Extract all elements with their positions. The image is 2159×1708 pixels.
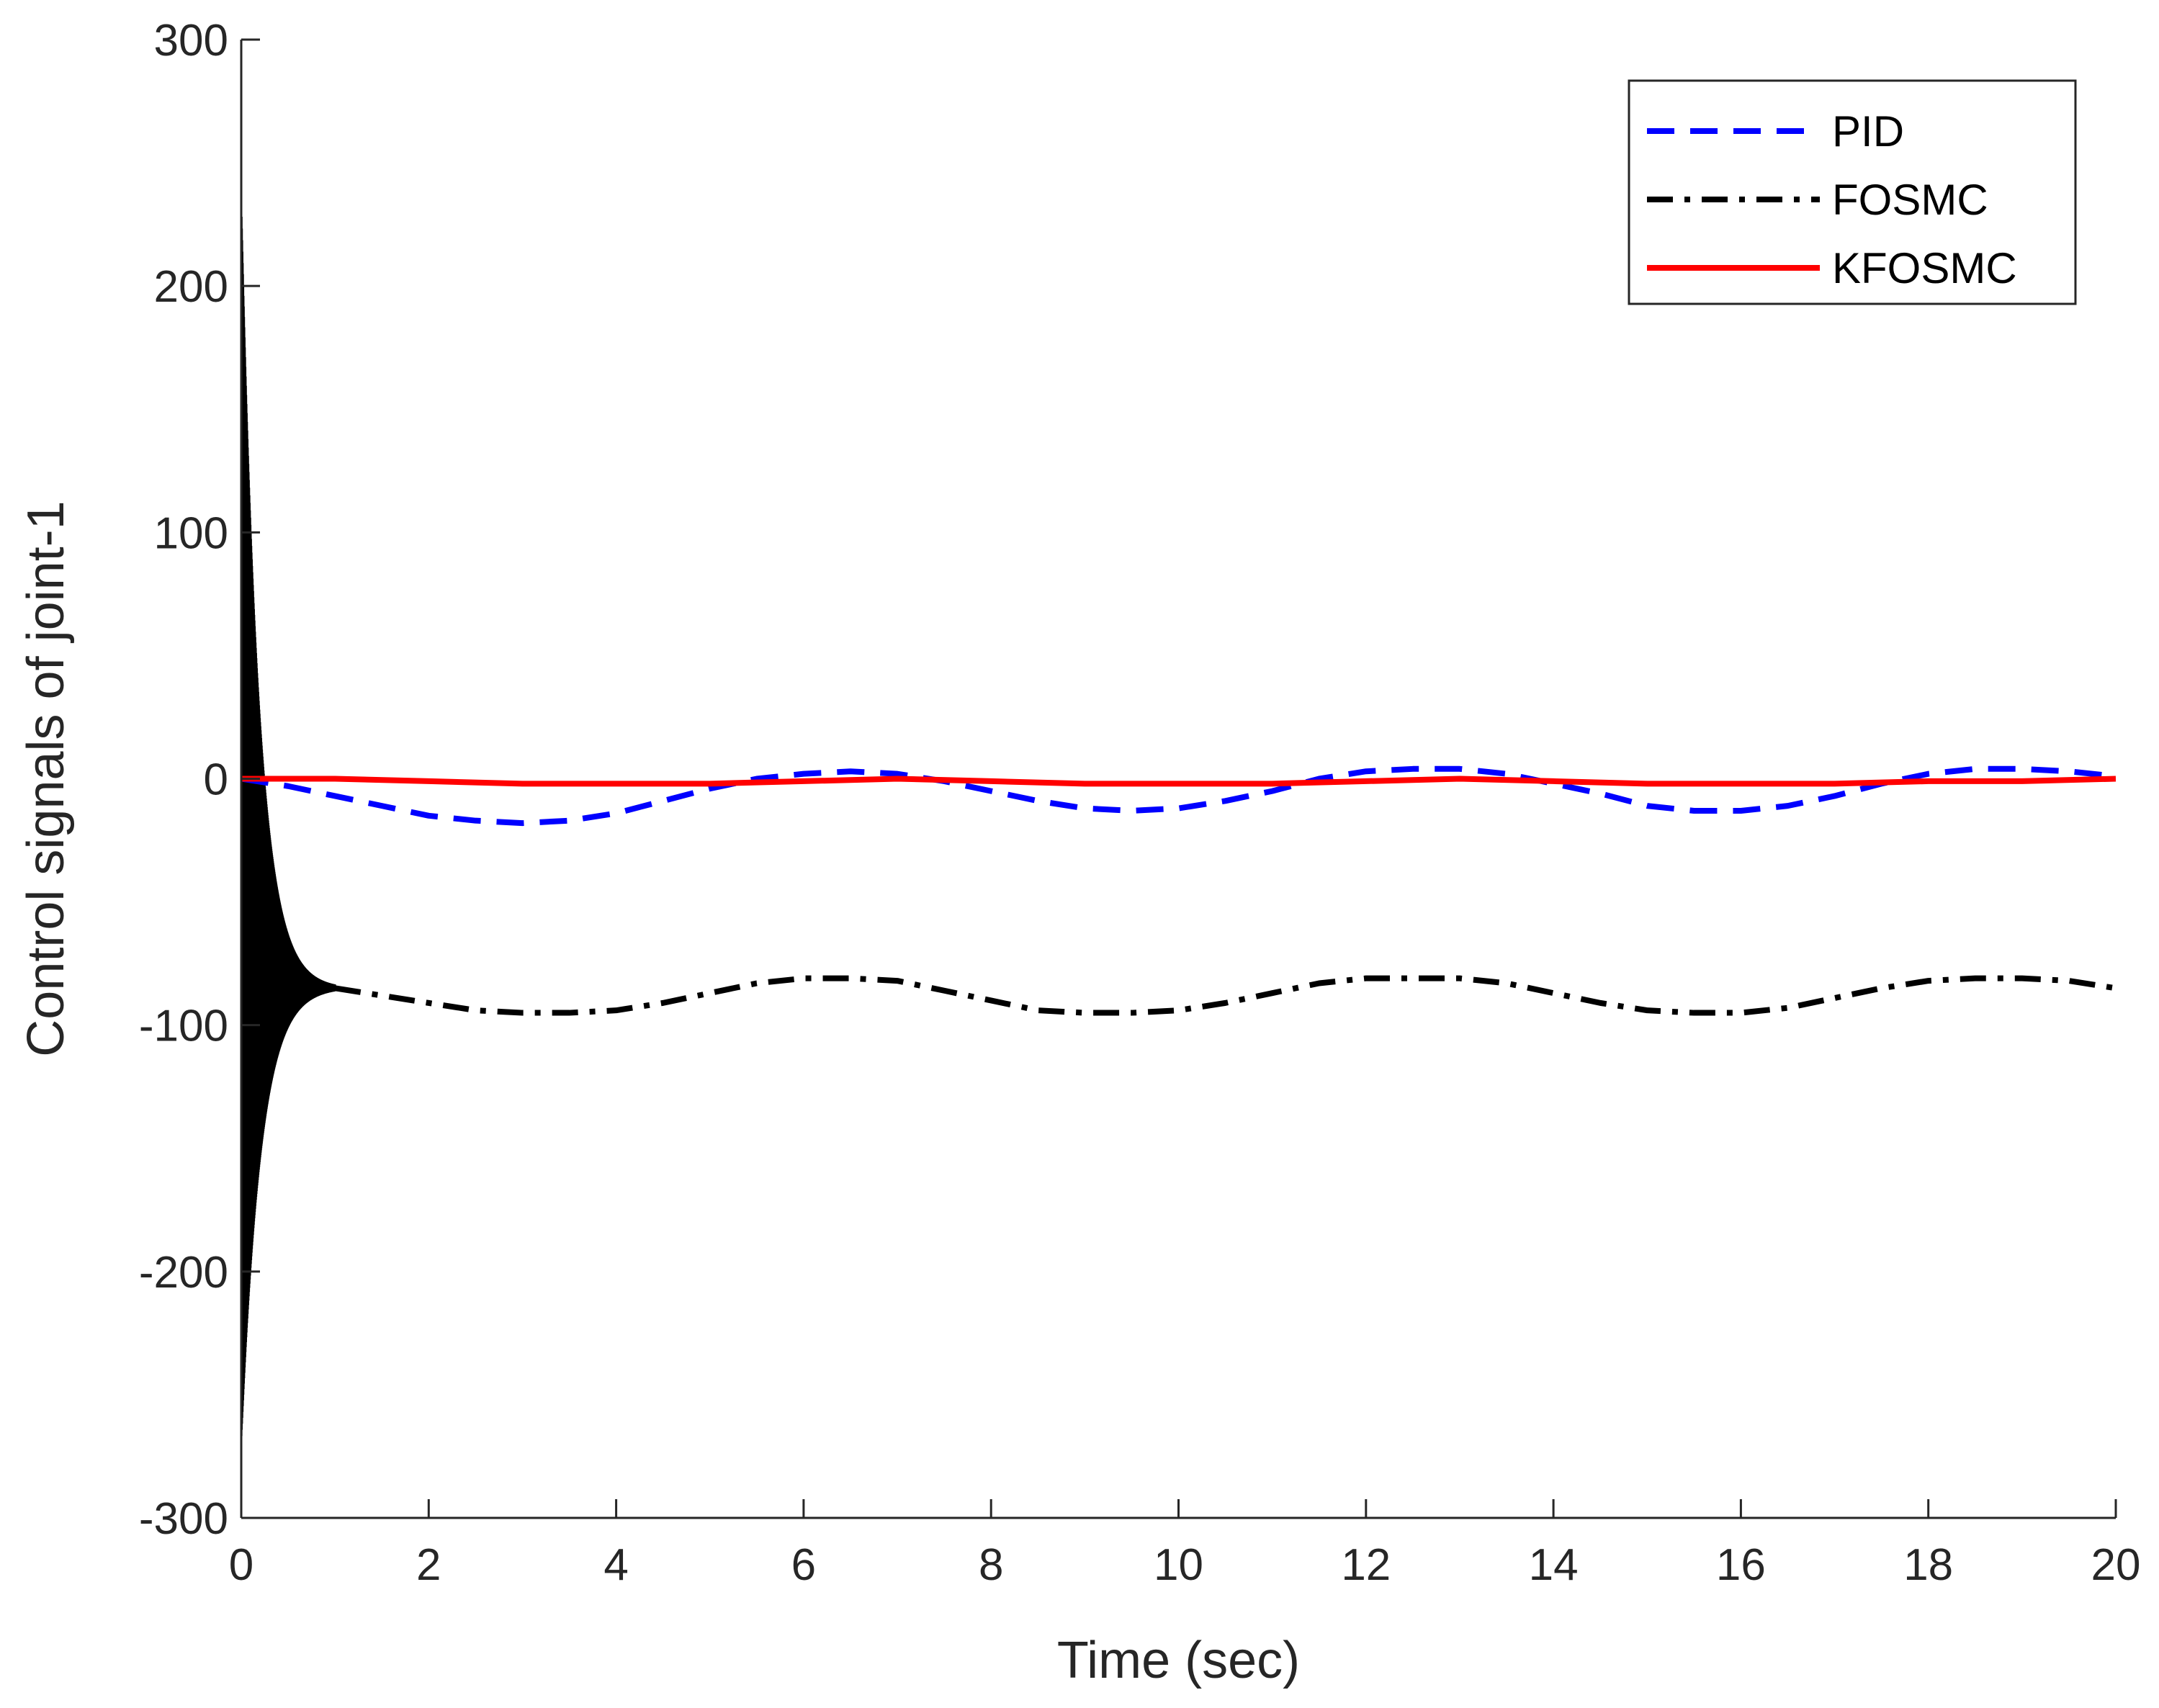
series-kfosmc: [241, 776, 2117, 787]
series-line-fosmc: [334, 975, 2117, 1016]
series-line-pid: [241, 765, 2117, 827]
x-tick-label: 0: [229, 1540, 253, 1590]
y-tick-label: -200: [139, 1248, 228, 1298]
x-axis-label: Time (sec): [1057, 1632, 1300, 1689]
x-tick-label: 2: [416, 1540, 441, 1590]
y-axis-label: Control signals of joint-1: [17, 500, 75, 1056]
series-line-kfosmc: [241, 776, 2117, 787]
series-layer: [240, 216, 2117, 1437]
legend-label-kfosmc: KFOSMC: [1832, 244, 2017, 292]
y-tick-labels: -300 -200 -100 0 100 200 300: [139, 16, 228, 1544]
x-tick-label: 4: [603, 1540, 628, 1590]
x-tick-label: 10: [1154, 1540, 1203, 1590]
x-tick-label: 16: [1716, 1540, 1766, 1590]
axes: [240, 38, 2117, 1519]
legend-label-pid: PID: [1832, 107, 1904, 156]
y-tick-label: 0: [204, 755, 228, 805]
x-tick-label: 20: [2091, 1540, 2141, 1590]
y-tick-label: -300: [139, 1494, 228, 1544]
x-tick-labels: 0 2 4 6 8 10 12 14 16 18 20: [229, 1540, 2141, 1590]
x-tick-label: 8: [979, 1540, 1003, 1590]
x-tick-label: 14: [1529, 1540, 1579, 1590]
series-fosmc: [240, 216, 2117, 1437]
x-tick-label: 12: [1341, 1540, 1391, 1590]
legend: PID FOSMC KFOSMC: [1628, 79, 2077, 305]
y-tick-label: 300: [154, 16, 228, 66]
series-pid: [241, 765, 2117, 827]
y-tick-label: 100: [154, 508, 228, 558]
legend-label-fosmc: FOSMC: [1832, 176, 1988, 224]
x-tick-label: 18: [1903, 1540, 1953, 1590]
x-tick-label: 6: [791, 1540, 816, 1590]
y-tick-label: -100: [139, 1002, 228, 1051]
y-tick-label: 200: [154, 262, 228, 312]
fosmc-transient: [240, 216, 336, 1437]
